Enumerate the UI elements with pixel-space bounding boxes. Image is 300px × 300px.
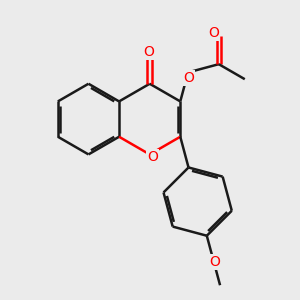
Text: O: O xyxy=(143,45,154,59)
Text: O: O xyxy=(210,255,220,269)
Text: O: O xyxy=(208,26,219,40)
Text: O: O xyxy=(183,71,194,85)
Text: O: O xyxy=(147,150,158,164)
